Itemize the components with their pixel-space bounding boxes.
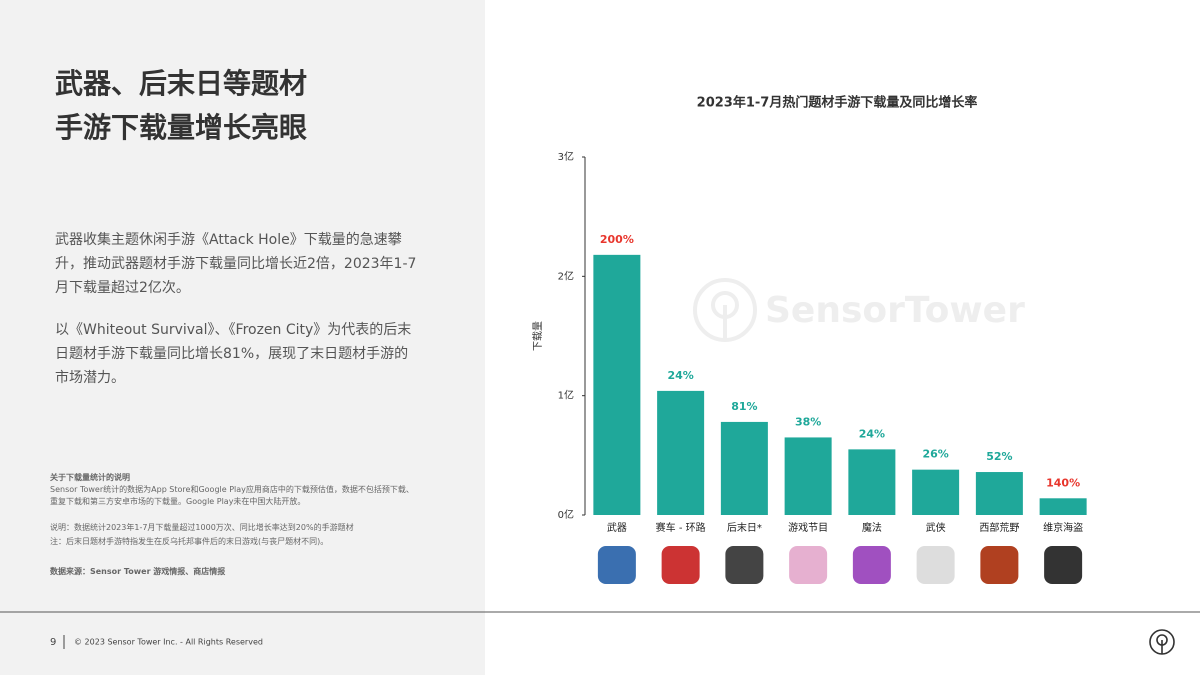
x-tick-label: 维京海盗 bbox=[1043, 521, 1083, 534]
note: 说明：数据统计2023年1-7月下载量超过1000万次、同比增长率达到20%的手… bbox=[50, 523, 354, 532]
copyright: © 2023 Sensor Tower Inc. - All Rights Re… bbox=[74, 638, 263, 647]
logo bbox=[1149, 629, 1175, 655]
growth-label: 38% bbox=[795, 415, 821, 428]
bar bbox=[720, 421, 768, 515]
growth-label: 24% bbox=[667, 369, 693, 382]
left-panel: 武器、后末日等题材 手游下载量增长亮眼 武器收集主题休闲手游《Attack Ho… bbox=[0, 0, 485, 675]
bar bbox=[657, 390, 705, 515]
page-number: 9 bbox=[50, 637, 56, 648]
title-line: 手游下载量增长亮眼 bbox=[55, 111, 308, 144]
x-tick-label: 武器 bbox=[607, 521, 627, 534]
x-tick-label: 赛车 - 环路 bbox=[656, 521, 706, 534]
y-tick-label: 0亿 bbox=[558, 508, 574, 521]
paragraph: 以《Whiteout Survival》、《Frozen City》为代表的后末… bbox=[55, 322, 412, 386]
growth-label: 140% bbox=[1046, 476, 1080, 489]
y-axis-label: 下载量 bbox=[532, 321, 544, 351]
game-icon bbox=[661, 546, 700, 584]
source: 数据来源：Sensor Tower 游戏情报、商店情报 bbox=[50, 567, 226, 576]
bar bbox=[848, 449, 896, 515]
watermark: SensorTower bbox=[765, 290, 1025, 331]
note: Sensor Tower统计的数据为App Store和Google Play应… bbox=[50, 485, 414, 506]
y-tick-label: 1亿 bbox=[558, 389, 574, 402]
growth-label: 24% bbox=[859, 427, 885, 440]
note: 注：后末日题材手游特指发生在反乌托邦事件后的末日游戏(与丧尸题材不同)。 bbox=[50, 537, 329, 546]
bar bbox=[912, 469, 960, 515]
bar bbox=[593, 254, 641, 515]
game-icon bbox=[597, 546, 636, 584]
game-icon bbox=[852, 546, 891, 584]
growth-label: 200% bbox=[600, 233, 634, 246]
bar bbox=[1039, 498, 1087, 515]
chart-title: 2023年1-7月热门题材手游下载量及同比增长率 bbox=[697, 95, 978, 111]
watermark-logo bbox=[693, 278, 757, 342]
y-tick-label: 2亿 bbox=[558, 269, 574, 282]
game-icon bbox=[916, 546, 955, 584]
title-line: 武器、后末日等题材 bbox=[55, 67, 308, 100]
x-tick-label: 后末日* bbox=[727, 521, 762, 534]
note-heading: 关于下载量统计的说明 bbox=[50, 473, 130, 482]
x-tick-label: 西部荒野 bbox=[979, 521, 1019, 534]
x-tick-label: 魔法 bbox=[862, 521, 882, 534]
growth-label: 52% bbox=[986, 450, 1012, 463]
bar bbox=[784, 437, 832, 515]
game-icon bbox=[789, 546, 828, 584]
bar bbox=[975, 472, 1023, 515]
game-icon bbox=[1044, 546, 1083, 584]
game-icon bbox=[980, 546, 1019, 584]
game-icon bbox=[725, 546, 764, 584]
paragraph: 武器收集主题休闲手游《Attack Hole》下载量的急速攀升，推动武器题材手游… bbox=[55, 232, 417, 296]
growth-label: 26% bbox=[922, 448, 948, 461]
x-tick-label: 游戏节目 bbox=[788, 521, 828, 534]
x-tick-label: 武侠 bbox=[926, 521, 946, 534]
y-tick-label: 3亿 bbox=[558, 150, 574, 163]
growth-label: 81% bbox=[731, 400, 757, 413]
